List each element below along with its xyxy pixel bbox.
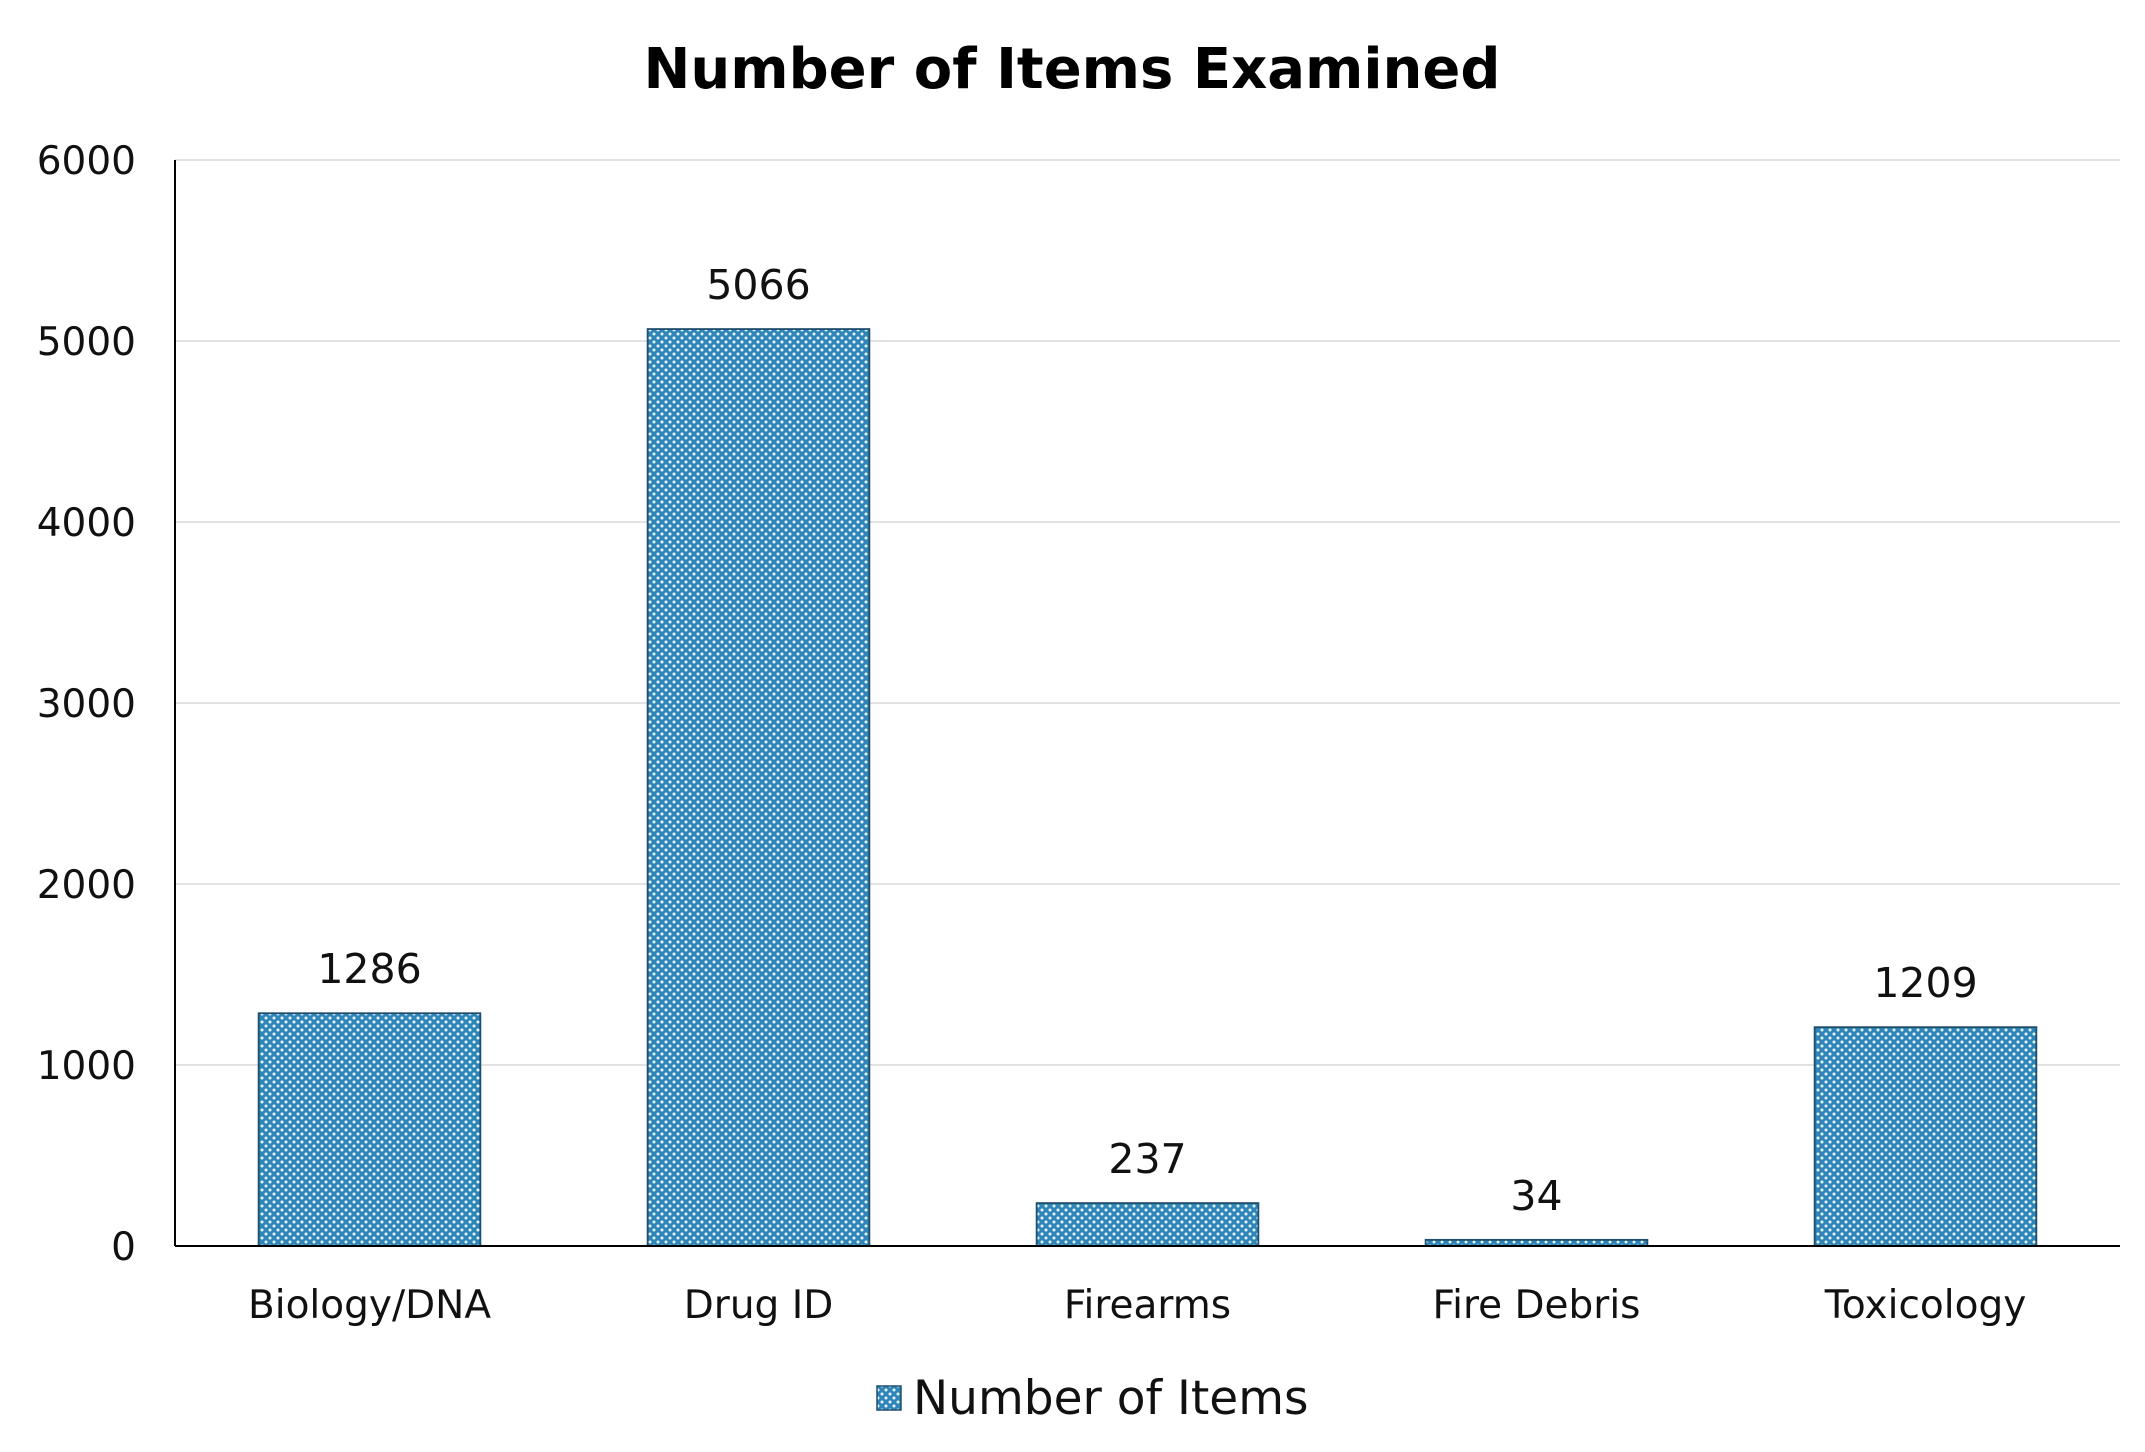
axes xyxy=(174,160,2120,1247)
y-tick-label: 2000 xyxy=(37,863,136,908)
y-tick-label: 3000 xyxy=(37,682,136,727)
y-tick-labels: 0 1000 2000 3000 4000 5000 6000 xyxy=(37,139,136,1270)
data-label: 1286 xyxy=(317,945,421,993)
x-tick-labels: Biology/DNA Drug ID Firearms Fire Debris Tox… xyxy=(248,1283,2026,1328)
data-label: 237 xyxy=(1108,1135,1186,1183)
bars xyxy=(257,328,2038,1247)
bar xyxy=(257,1012,482,1247)
x-tick-label: Firearms xyxy=(1064,1283,1231,1328)
x-tick-label: Drug ID xyxy=(684,1283,833,1328)
legend-label: Number of Items xyxy=(913,1371,1308,1426)
data-label: 1209 xyxy=(1873,959,1977,1007)
y-tick-label: 6000 xyxy=(37,139,136,184)
gridlines xyxy=(175,159,2120,1066)
x-tick-label: Fire Debris xyxy=(1433,1283,1641,1328)
x-tick-label: Biology/DNA xyxy=(248,1283,491,1328)
y-tick-label: 1000 xyxy=(37,1044,136,1089)
chart-title: Number of Items Examined xyxy=(643,37,1500,102)
data-label: 5066 xyxy=(706,261,810,309)
data-label: 34 xyxy=(1510,1172,1562,1220)
y-tick-label: 4000 xyxy=(37,501,136,546)
y-tick-label: 0 xyxy=(111,1225,136,1270)
bar xyxy=(1035,1202,1260,1247)
legend-swatch xyxy=(876,1385,902,1411)
y-tick-label: 5000 xyxy=(37,320,136,365)
bar xyxy=(646,328,871,1247)
x-tick-label: Toxicology xyxy=(1824,1283,2027,1328)
data-labels: 1286 5066 237 34 1209 xyxy=(317,261,1977,1220)
legend: Number of Items xyxy=(876,1371,1308,1426)
bar xyxy=(1813,1026,2038,1247)
